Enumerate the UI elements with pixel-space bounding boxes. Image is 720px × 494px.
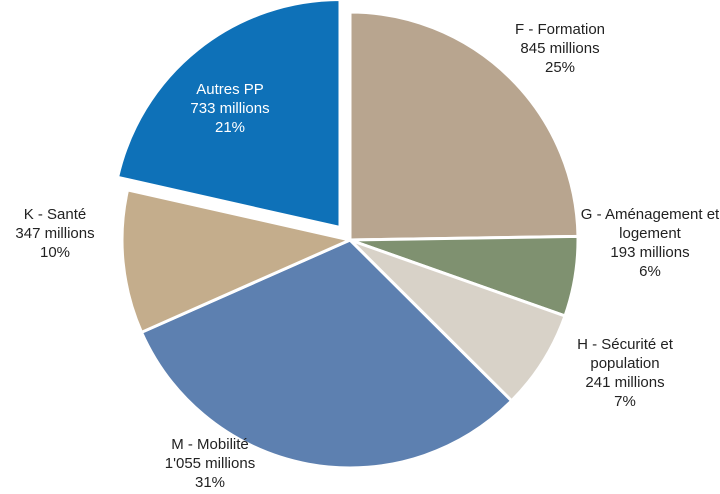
label-line: Autres PP xyxy=(196,81,264,98)
label-line: 10% xyxy=(39,244,71,261)
label-line: H - Sécurité et population xyxy=(577,336,673,372)
label-line: 845 millions xyxy=(520,40,600,57)
label-line: 7% xyxy=(614,393,636,410)
slice-label: K - Santé 347 millions 10% xyxy=(0,205,110,262)
pie-slice xyxy=(348,238,567,403)
label-line: M - Mobilité xyxy=(171,436,249,453)
label-line: 31% xyxy=(194,474,226,491)
slice-label: F - Formation 845 millions 25% xyxy=(495,20,625,77)
pie-slice xyxy=(139,238,514,470)
label-line: 193 millions xyxy=(610,244,690,261)
label-line: 241 millions xyxy=(585,374,665,391)
label-line: 733 millions xyxy=(190,100,270,117)
label-line: 347 millions xyxy=(15,225,95,242)
slice-label: G - Aménagement et logement 193 millions 6… xyxy=(575,205,720,281)
label-line: 25% xyxy=(544,59,576,76)
pie-slice xyxy=(120,188,355,335)
pie-slice xyxy=(348,10,580,242)
label-line: G - Aménagement et logement xyxy=(580,206,720,242)
label-line: F - Formation xyxy=(514,21,605,38)
slice-label: Autres PP 733 millions 21% xyxy=(175,80,285,137)
slice-label: M - Mobilité 1'055 millions 31% xyxy=(140,435,280,492)
label-line: 1'055 millions xyxy=(164,455,256,472)
label-line: 21% xyxy=(214,119,246,136)
pie-slice xyxy=(115,0,342,230)
slice-label: H - Sécurité et population 241 millions 7% xyxy=(560,335,690,411)
label-line: K - Santé xyxy=(23,206,87,223)
label-line: 6% xyxy=(639,263,661,280)
